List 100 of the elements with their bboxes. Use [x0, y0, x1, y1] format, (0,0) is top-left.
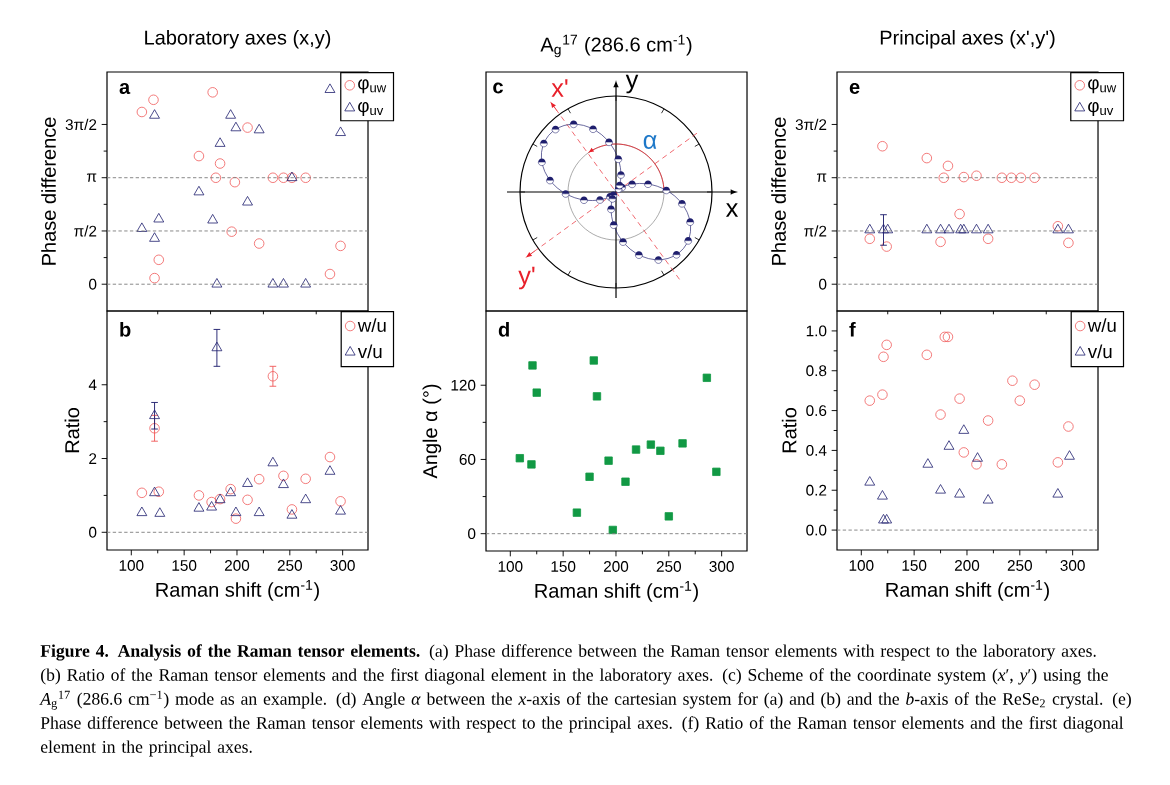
point: [136, 106, 148, 118]
point: [996, 172, 1008, 183]
point: [958, 447, 969, 458]
point: [214, 158, 226, 169]
legend-label: v/u: [357, 344, 382, 359]
point: [300, 278, 312, 288]
point: [877, 490, 888, 500]
x-tick-label: 250: [1007, 560, 1032, 571]
point: [702, 373, 711, 382]
y-tick-label: 60: [459, 454, 476, 465]
point: [938, 172, 949, 183]
point: [226, 226, 237, 237]
point: [149, 232, 160, 242]
point: [921, 152, 933, 164]
point: [528, 361, 537, 370]
point: [230, 506, 242, 517]
point: [935, 484, 946, 494]
annotation: a: [119, 83, 131, 94]
point: [242, 122, 253, 133]
point: [935, 223, 946, 234]
x-tick-label: 200: [603, 561, 629, 572]
legend-label: φ$_{uv}$: [358, 102, 384, 116]
point: [678, 439, 687, 448]
point: [324, 268, 336, 280]
y-tick-label: 0: [89, 278, 97, 290]
text: Figure 4. Analysis of the Raman tensor elements. (a) Phase difference between the Raman tensor elements with respect to the laboratory axes. (b) Ratio of the Raman tensor elements and the first diagonal element in the laboratory axes. (c) Scheme of the coordinate system (x′, y′) using the A$_{g}$$^{17}$ (286.6 cm$^{−1}$) mode as an example. (d) Angle α between the x-axis of the cartesian system for (a) and (b) and the b-axis of the ReSe$_{2}$ crystal. (e) Phase difference between the Raman tensor elements with respect to the principal axes. (f) Ratio of the Raman tensor elements and the first diagonal element in the principal axes.: [39, 644, 1131, 757]
point: [515, 454, 524, 463]
point: [656, 446, 665, 455]
y-tick-label: 0: [89, 526, 97, 538]
point: [877, 389, 888, 400]
y-tick-label: 0.6: [806, 405, 827, 417]
point: [954, 393, 965, 404]
point: [954, 488, 965, 498]
text: x': [551, 79, 568, 97]
y-tick-label: 0: [468, 528, 476, 540]
point: [712, 467, 721, 476]
point: [242, 196, 253, 206]
point: [211, 341, 223, 352]
point: [278, 470, 289, 482]
point: [149, 109, 160, 119]
point: [153, 254, 164, 265]
point: [982, 415, 994, 426]
point: [193, 185, 205, 196]
y-axis-title: Ratio: [64, 407, 80, 453]
point: [864, 395, 875, 406]
point: [267, 456, 279, 467]
x-tick-label: 200: [954, 560, 980, 571]
point: [878, 223, 889, 234]
point: [335, 240, 346, 252]
point: [604, 456, 613, 465]
y-tick-label: π/2: [804, 225, 827, 237]
x-tick-label: 300: [330, 560, 355, 571]
point: [193, 502, 205, 512]
point: [664, 512, 673, 521]
point: [1064, 450, 1075, 460]
text: x: [725, 203, 739, 217]
point: [324, 451, 336, 463]
point: [608, 525, 617, 535]
x-tick-label: 250: [277, 560, 302, 571]
x-axis-title: Raman shift (cm$^{-1}$): [156, 580, 319, 601]
point: [1063, 223, 1074, 234]
point: [154, 507, 166, 517]
point: [572, 508, 582, 517]
x-axis-title: Raman shift (cm$^{-1}$): [535, 581, 698, 602]
y-tick-label: 2: [89, 453, 97, 464]
point: [253, 473, 265, 485]
point: [207, 87, 218, 98]
point: [211, 278, 223, 288]
point: [206, 496, 217, 508]
y-axis-title: Phase difference: [771, 117, 786, 265]
point: [278, 278, 289, 288]
point: [589, 356, 598, 365]
y-tick-label: 4: [88, 379, 97, 391]
x-tick-label: 100: [849, 560, 874, 571]
point: [646, 440, 655, 449]
y-tick-label: π: [86, 173, 97, 182]
point: [335, 505, 346, 515]
point: [193, 150, 205, 162]
point: [982, 233, 994, 244]
point: [153, 486, 164, 497]
point: [592, 392, 602, 401]
legend-label: φ$_{uw}$: [1088, 79, 1117, 94]
point: [1029, 379, 1040, 390]
point: [881, 513, 893, 524]
y-tick-label: 0.2: [806, 484, 827, 496]
point: [278, 478, 289, 488]
point: [267, 172, 279, 183]
point: [300, 493, 312, 504]
y-tick-label: 1.0: [806, 325, 827, 337]
point: [267, 371, 279, 382]
point: [864, 476, 876, 486]
point: [942, 331, 954, 343]
point: [532, 388, 541, 397]
point: [207, 214, 219, 224]
point: [877, 141, 888, 152]
point: [148, 94, 159, 105]
y-axis-title: Ratio: [781, 408, 797, 453]
point: [958, 424, 970, 434]
y-tick-label: π: [816, 173, 827, 182]
point: [971, 223, 982, 234]
